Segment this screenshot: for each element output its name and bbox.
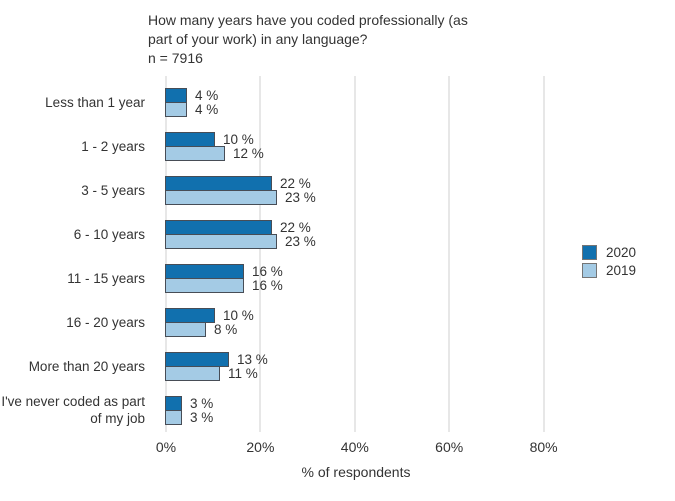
bar-2020 [165,176,272,191]
legend-swatch-2019 [582,262,597,278]
chart-title-block: How many years have you coded profession… [148,11,468,68]
x-tick-20%: 20% [246,439,275,455]
legend-item-2020: 2020 [582,243,636,261]
gridline-80% [542,76,545,432]
category-label: 6 - 10 years [73,226,145,242]
bar-2020 [165,396,182,411]
legend: 2020 2019 [582,243,636,279]
bar-2020 [165,264,244,279]
gridline-0% [165,76,167,432]
bar-2019 [165,190,277,205]
value-label-2020: 10 % [223,132,254,147]
category-label: 3 - 5 years [81,182,145,198]
value-label-2020: 3 % [190,396,214,411]
value-label-2020: 16 % [252,264,283,279]
value-label-2019: 23 % [285,234,316,249]
x-tick-60%: 60% [435,439,464,455]
bar-2019 [165,234,277,249]
value-label-2019: 23 % [285,190,316,205]
category-label: More than 20 years [28,358,145,374]
bar-2019 [165,410,182,425]
sample-size-label: n = 7916 [148,50,203,66]
gridline-20% [259,76,262,432]
bar-2020 [165,88,187,103]
gridline-60% [448,76,451,432]
category-label: 16 - 20 years [66,314,145,330]
value-label-2019: 11 % [228,366,258,381]
value-label-2020: 10 % [223,308,254,323]
value-label-2020: 22 % [280,176,311,191]
value-label-2020: 13 % [237,352,268,367]
value-label-2019: 16 % [252,278,283,293]
x-tick-80%: 80% [529,439,558,455]
chart-title-line-2: part of your work) in any language? [148,31,368,47]
bar-2020 [165,220,272,235]
bar-2019 [165,146,225,161]
bar-2020 [165,352,229,367]
category-label: Less than 1 year [45,94,145,110]
value-label-2019: 12 % [233,146,264,161]
legend-swatch-2020 [582,244,597,260]
category-label: 11 - 15 years [67,270,145,286]
category-label: 1 - 2 years [81,138,145,154]
bar-2019 [165,102,187,117]
bar-2019 [165,366,220,381]
x-axis-label: % of respondents [301,464,411,480]
value-label-2019: 8 % [214,322,238,337]
x-tick-40%: 40% [340,439,369,455]
value-label-2020: 4 % [195,88,219,103]
chart-title-line-1: How many years have you coded profession… [148,12,468,28]
legend-label-2020: 2020 [606,244,637,260]
legend-item-2019: 2019 [582,261,636,279]
bar-2020 [165,132,215,147]
gridline-40% [353,76,356,432]
bar-2019 [165,278,244,293]
value-label-2019: 4 % [195,102,219,117]
legend-label-2019: 2019 [606,262,637,278]
x-tick-0%: 0% [155,439,177,455]
value-label-2020: 22 % [280,220,311,235]
category-label: I've never coded as part of my job [1,394,145,426]
bar-2020 [165,308,215,323]
value-label-2019: 3 % [190,410,214,425]
bar-2019 [165,322,206,337]
